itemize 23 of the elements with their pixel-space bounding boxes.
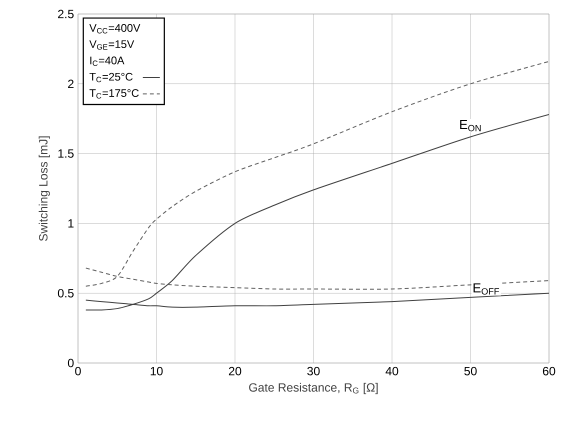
y-tick-label: 1 [68, 219, 74, 228]
x-tick-label: 0 [75, 366, 81, 376]
annotation: V$_{GE}$=15V [89, 40, 134, 50]
annotation: V$_{CC}$=400V [89, 24, 140, 34]
y-tick-label: 2.5 [58, 10, 74, 18]
y-tick-label: 0.5 [58, 288, 74, 298]
x-tick-label: 20 [228, 366, 242, 376]
annotation: E$_{ON}$ [460, 120, 481, 132]
x-tick-label: 60 [542, 366, 556, 376]
annotation: I$_{C}$=40A [90, 56, 124, 66]
y-tick-label: 0 [68, 358, 74, 368]
x-tick-label: 40 [386, 366, 398, 376]
x-tick-label: 50 [464, 366, 477, 376]
x-axis-title: Gate Resistance, R$_{G}$ [Ω] [249, 382, 378, 394]
legend-label: T$_{C}$=25°C [90, 72, 133, 82]
y-tick-label: 2 [68, 80, 74, 88]
legend-label: T$_{C}$=175°C [90, 89, 139, 99]
y-axis-title: Switching Loss [mJ] [38, 136, 50, 241]
line-series [85, 114, 549, 311]
x-tick-label: 30 [307, 366, 320, 376]
x-tick-label: 10 [150, 366, 163, 376]
annotation: E$_{OFF}$ [474, 283, 500, 295]
y-tick-label: 1.5 [58, 149, 74, 158]
